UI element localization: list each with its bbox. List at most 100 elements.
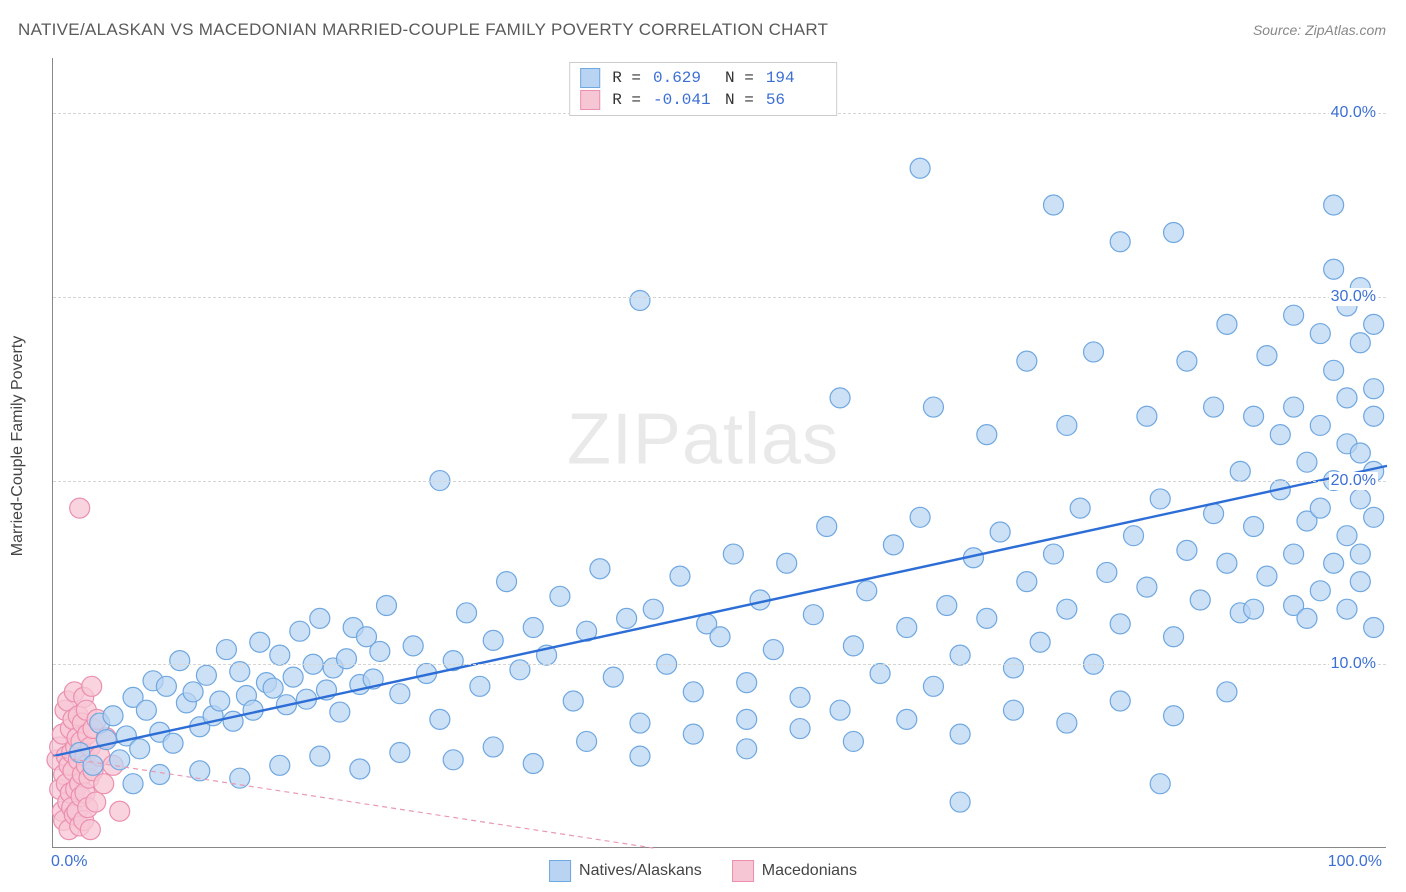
scatter-point <box>330 702 350 722</box>
scatter-point <box>310 608 330 628</box>
scatter-point <box>1350 544 1370 564</box>
scatter-point <box>1177 351 1197 371</box>
scatter-point <box>83 755 103 775</box>
scatter-point <box>1350 443 1370 463</box>
stats-row: R = -0.041N = 56 <box>580 89 826 111</box>
scatter-point <box>1364 379 1384 399</box>
scatter-point <box>950 724 970 744</box>
scatter-point <box>883 535 903 555</box>
scatter-point <box>843 731 863 751</box>
scatter-point <box>897 709 917 729</box>
scatter-point <box>790 687 810 707</box>
scatter-point <box>1084 342 1104 362</box>
series-macedonians <box>47 498 130 840</box>
n-label: N = <box>725 69 754 87</box>
scatter-point <box>843 636 863 656</box>
scatter-point <box>897 618 917 638</box>
scatter-point <box>523 753 543 773</box>
scatter-point <box>183 682 203 702</box>
scatter-point <box>870 663 890 683</box>
scatter-point <box>1257 346 1277 366</box>
scatter-point <box>163 733 183 753</box>
scatter-point <box>210 691 230 711</box>
grid-line <box>53 664 1386 665</box>
scatter-point <box>1124 526 1144 546</box>
scatter-point <box>430 709 450 729</box>
scatter-point <box>1364 507 1384 527</box>
scatter-point <box>1337 599 1357 619</box>
r-value: 0.629 <box>653 69 713 87</box>
scatter-point <box>603 667 623 687</box>
scatter-point <box>777 553 797 573</box>
scatter-point <box>1204 504 1224 524</box>
scatter-point <box>950 645 970 665</box>
scatter-point <box>1110 614 1130 634</box>
scatter-point <box>80 820 100 840</box>
scatter-point <box>1364 618 1384 638</box>
scatter-point <box>1257 566 1277 586</box>
scatter-point <box>923 676 943 696</box>
scatter-point <box>136 700 156 720</box>
scatter-point <box>1150 774 1170 794</box>
scatter-point <box>683 724 703 744</box>
stats-legend: R = 0.629N = 194R = -0.041N = 56 <box>569 62 837 116</box>
scatter-point <box>737 709 757 729</box>
scatter-point <box>1003 700 1023 720</box>
scatter-point <box>1057 415 1077 435</box>
scatter-point <box>1297 452 1317 472</box>
scatter-point <box>1337 526 1357 546</box>
scatter-point <box>1297 608 1317 628</box>
scatter-point <box>483 737 503 757</box>
scatter-point <box>977 608 997 628</box>
scatter-point <box>1284 397 1304 417</box>
scatter-point <box>497 572 517 592</box>
scatter-point <box>123 774 143 794</box>
scatter-point <box>216 640 236 660</box>
scatter-point <box>563 691 583 711</box>
scatter-point <box>470 676 490 696</box>
scatter-point <box>910 158 930 178</box>
scatter-point <box>590 559 610 579</box>
scatter-point <box>1164 706 1184 726</box>
scatter-point <box>1164 627 1184 647</box>
legend-swatch <box>549 860 571 882</box>
scatter-point <box>937 595 957 615</box>
scatter-point <box>683 682 703 702</box>
n-label: N = <box>725 91 754 109</box>
scatter-point <box>1057 599 1077 619</box>
scatter-point <box>1244 599 1264 619</box>
stats-row: R = 0.629N = 194 <box>580 67 826 89</box>
r-label: R = <box>612 69 641 87</box>
scatter-point <box>1030 632 1050 652</box>
y-tick-label: 20.0% <box>1329 472 1378 490</box>
scatter-point <box>290 621 310 641</box>
scatter-point <box>270 645 290 665</box>
scatter-point <box>630 713 650 733</box>
scatter-point <box>1217 682 1237 702</box>
scatter-point <box>130 739 150 759</box>
trend-line <box>53 466 1387 756</box>
scatter-point <box>1244 406 1264 426</box>
chart-title: NATIVE/ALASKAN VS MACEDONIAN MARRIED-COU… <box>18 20 828 40</box>
y-tick-label: 10.0% <box>1329 655 1378 673</box>
scatter-point <box>630 291 650 311</box>
scatter-point <box>1110 232 1130 252</box>
scatter-point <box>1217 314 1237 334</box>
scatter-point <box>830 388 850 408</box>
plot-area: 10.0%20.0%30.0%40.0%0.0%100.0% <box>52 58 1386 848</box>
scatter-point <box>1217 553 1237 573</box>
scatter-point <box>1310 581 1330 601</box>
legend-label: Macedonians <box>762 862 857 880</box>
scatter-point <box>1110 691 1130 711</box>
scatter-point <box>790 719 810 739</box>
scatter-point <box>1097 562 1117 582</box>
grid-line <box>53 297 1386 298</box>
scatter-point <box>950 792 970 812</box>
source-prefix: Source: <box>1253 22 1305 38</box>
scatter-point <box>990 522 1010 542</box>
scatter-point <box>737 739 757 759</box>
legend-swatch <box>732 860 754 882</box>
scatter-point <box>857 581 877 601</box>
scatter-point <box>1137 577 1157 597</box>
scatter-point <box>523 618 543 638</box>
